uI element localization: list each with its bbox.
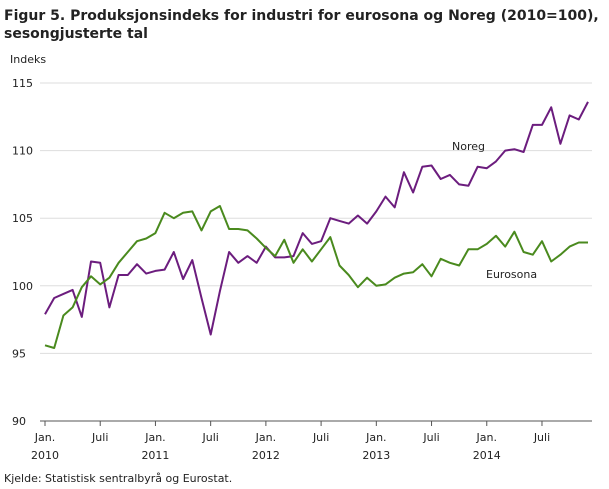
x-tick-label: Jan. 2010 xyxy=(31,431,59,462)
x-tick-label: Jan. 2011 xyxy=(141,431,169,462)
chart-title: Figur 5. Produksjonsindeks for industri … xyxy=(4,8,599,42)
y-tick-label: 115 xyxy=(12,77,33,90)
x-tick-label: Juli xyxy=(91,431,108,444)
x-tick-label: Jan. 2014 xyxy=(473,431,501,462)
x-tick-label: Juli xyxy=(312,431,329,444)
x-tick-label: Juli xyxy=(422,431,439,444)
y-tick-label: 100 xyxy=(12,280,33,293)
x-tick-label: Jan. 2012 xyxy=(252,431,280,462)
data-line xyxy=(44,101,589,336)
y-tick-label: 110 xyxy=(12,145,33,158)
y-axis-label: Indeks xyxy=(10,53,46,66)
series-label: Eurosona xyxy=(486,268,537,281)
y-tick-label: 90 xyxy=(12,415,26,428)
x-tick-label: Jan. 2013 xyxy=(362,431,390,462)
source: Kjelde: Statistisk sentralbyrå og Eurost… xyxy=(4,472,232,485)
y-tick-label: 95 xyxy=(12,347,26,360)
y-tick-label: 105 xyxy=(12,212,33,225)
x-tick-label: Juli xyxy=(201,431,218,444)
series-label: Noreg xyxy=(452,140,485,153)
data-line xyxy=(44,205,588,349)
x-tick-label: Juli xyxy=(533,431,550,444)
